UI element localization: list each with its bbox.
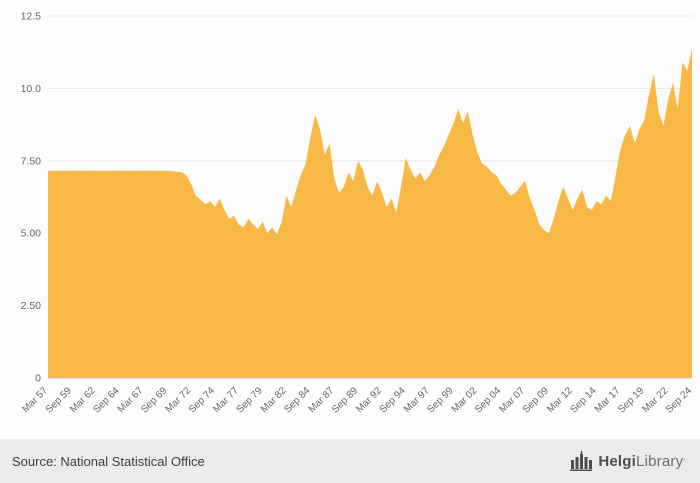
y-tick-label: 0 (35, 373, 41, 385)
logo-suffix: . (683, 452, 686, 462)
logo-part-library: Library (636, 453, 684, 470)
y-tick-label: 2.50 (21, 300, 42, 312)
x-tick-label: Sep 79 (235, 385, 265, 415)
area-series (48, 49, 692, 379)
chart-area: 0 2.50 5.00 7.50 10.0 12.5 Mar 57 Sep 59 Mar 62 S… (20, 11, 694, 416)
y-tick-label: 5.00 (21, 228, 42, 240)
x-tick-label: Sep 09 (521, 385, 551, 415)
x-tick-label: Sep 99 (425, 385, 455, 415)
x-tick-label: Sep 14 (569, 385, 599, 415)
x-tick-label: Sep 89 (330, 385, 360, 415)
logo-part-helgi: Helgi (598, 453, 637, 470)
helgilibrary-logo[interactable]: HelgiLibrary. (570, 451, 686, 471)
helgi-columns-icon (570, 451, 593, 471)
source-text: Source: National Statistical Office (12, 453, 205, 469)
footer-bar: Source: National Statistical Office Helg… (0, 439, 700, 483)
y-tick-label: 10.0 (21, 83, 42, 95)
x-tick-label: Sep 84 (282, 385, 312, 415)
x-tick-label: Sep 94 (378, 385, 408, 415)
x-tick-label: Sep 24 (664, 385, 694, 415)
x-tick-label: Sep 64 (91, 385, 121, 415)
logo-text: HelgiLibrary. (598, 452, 686, 470)
x-tick-label: Sep 19 (616, 385, 646, 415)
x-tick-label: Sep 69 (139, 385, 169, 415)
x-tick-label: Sep 74 (187, 385, 217, 415)
x-tick-label: Sep 04 (473, 385, 503, 415)
x-tick-label: Sep 59 (44, 385, 74, 415)
y-tick-label: 12.5 (21, 11, 42, 23)
y-tick-label: 7.50 (21, 155, 42, 167)
